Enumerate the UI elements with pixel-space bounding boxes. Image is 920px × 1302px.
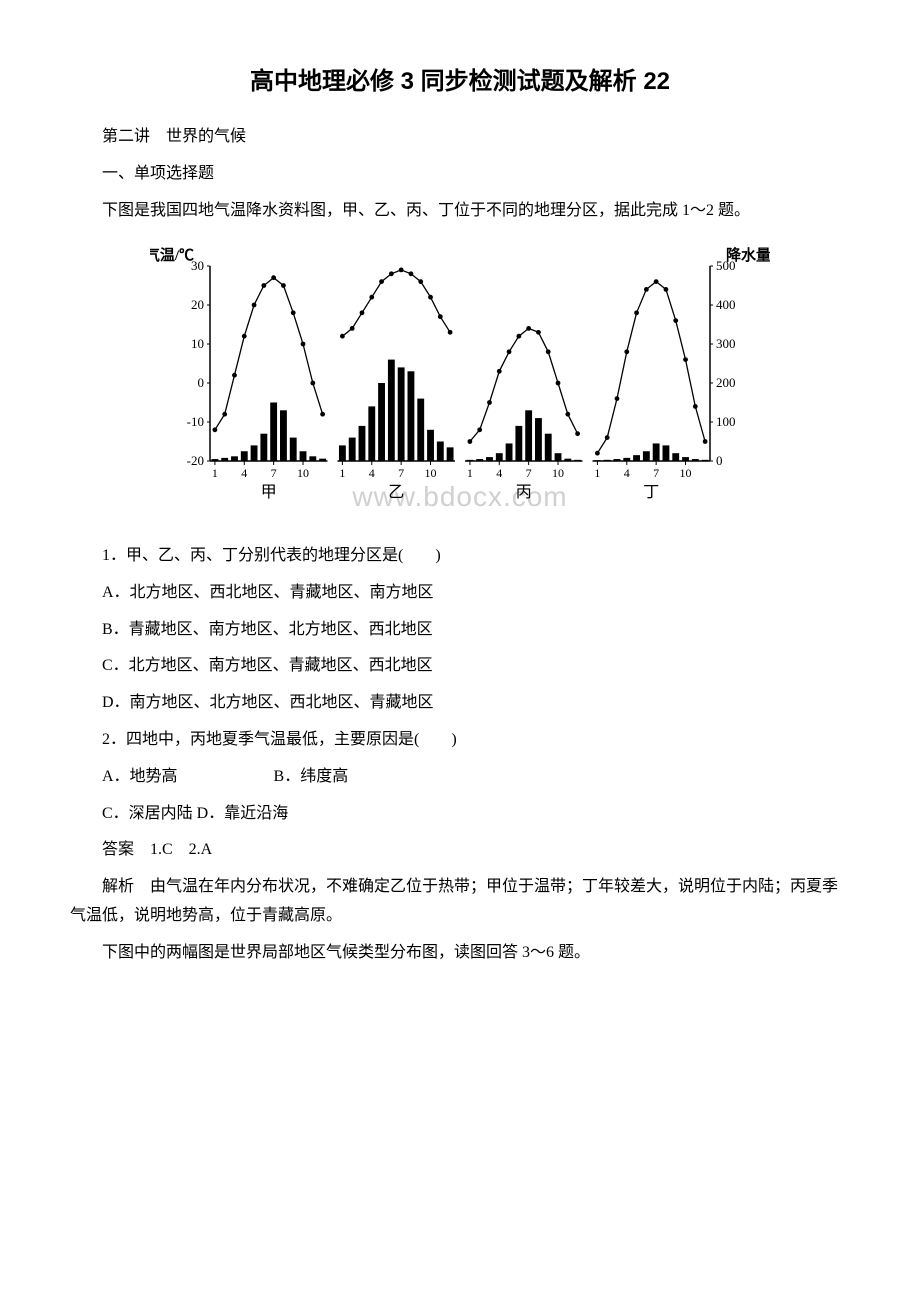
question-1-option-a: A．北方地区、西北地区、青藏地区、南方地区	[70, 579, 850, 608]
svg-text:1: 1	[212, 466, 218, 480]
intro-text: 下图是我国四地气温降水资料图，甲、乙、丙、丁位于不同的地理分区，据此完成 1～2…	[70, 197, 850, 226]
svg-text:4: 4	[624, 466, 630, 480]
svg-text:4: 4	[369, 466, 375, 480]
svg-text:丙: 丙	[516, 484, 532, 501]
answer: 答案 1.C 2.A	[70, 836, 850, 865]
svg-text:10: 10	[552, 466, 564, 480]
svg-text:甲: 甲	[261, 484, 277, 501]
svg-text:气温/℃: 气温/℃	[150, 246, 194, 264]
svg-text:乙: 乙	[388, 484, 404, 501]
question-1-option-c: C．北方地区、南方地区、青藏地区、西北地区	[70, 652, 850, 681]
next-prompt: 下图中的两幅图是世界局部地区气候类型分布图，读图回答 3～6 题。	[70, 939, 850, 968]
chart-svg: 气温/℃降水量/mm3020100-10-2050040030020010001…	[150, 246, 770, 506]
svg-text:10: 10	[191, 336, 204, 351]
section-heading: 一、单项选择题	[70, 160, 850, 189]
svg-text:10: 10	[680, 466, 692, 480]
svg-text:200: 200	[716, 375, 736, 390]
question-2: 2．四地中，丙地夏季气温最低，主要原因是( )	[70, 726, 850, 755]
explanation: 解析 由气温在年内分布状况，不难确定乙位于热带；甲位于温带；丁年较差大，说明位于…	[70, 873, 850, 931]
svg-text:20: 20	[191, 297, 204, 312]
question-2-options-ab: A．地势高 B．纬度高	[70, 763, 850, 792]
question-1: 1．甲、乙、丙、丁分别代表的地理分区是( )	[70, 542, 850, 571]
question-2-options-cd: C．深居内陆 D．靠近沿海	[70, 800, 850, 829]
svg-text:0: 0	[716, 453, 723, 468]
svg-text:1: 1	[594, 466, 600, 480]
svg-text:0: 0	[198, 375, 205, 390]
svg-text:丁: 丁	[643, 484, 659, 501]
subtitle: 第二讲 世界的气候	[70, 123, 850, 152]
svg-text:500: 500	[716, 258, 736, 273]
svg-text:-10: -10	[187, 414, 204, 429]
svg-text:400: 400	[716, 297, 736, 312]
svg-text:1: 1	[467, 466, 473, 480]
question-1-option-d: D．南方地区、北方地区、西北地区、青藏地区	[70, 689, 850, 718]
svg-text:4: 4	[496, 466, 502, 480]
svg-text:4: 4	[241, 466, 247, 480]
question-1-option-b: B．青藏地区、南方地区、北方地区、西北地区	[70, 616, 850, 645]
svg-text:300: 300	[716, 336, 736, 351]
climate-chart: 气温/℃降水量/mm3020100-10-2050040030020010001…	[150, 246, 770, 522]
svg-text:7: 7	[526, 466, 532, 480]
svg-text:100: 100	[716, 414, 736, 429]
svg-text:-20: -20	[187, 453, 204, 468]
svg-text:30: 30	[191, 258, 204, 273]
svg-text:1: 1	[339, 466, 345, 480]
svg-text:10: 10	[297, 466, 309, 480]
svg-text:7: 7	[653, 466, 659, 480]
svg-text:7: 7	[271, 466, 277, 480]
page-title: 高中地理必修 3 同步检测试题及解析 22	[70, 60, 850, 103]
svg-text:10: 10	[425, 466, 437, 480]
svg-text:7: 7	[398, 466, 404, 480]
